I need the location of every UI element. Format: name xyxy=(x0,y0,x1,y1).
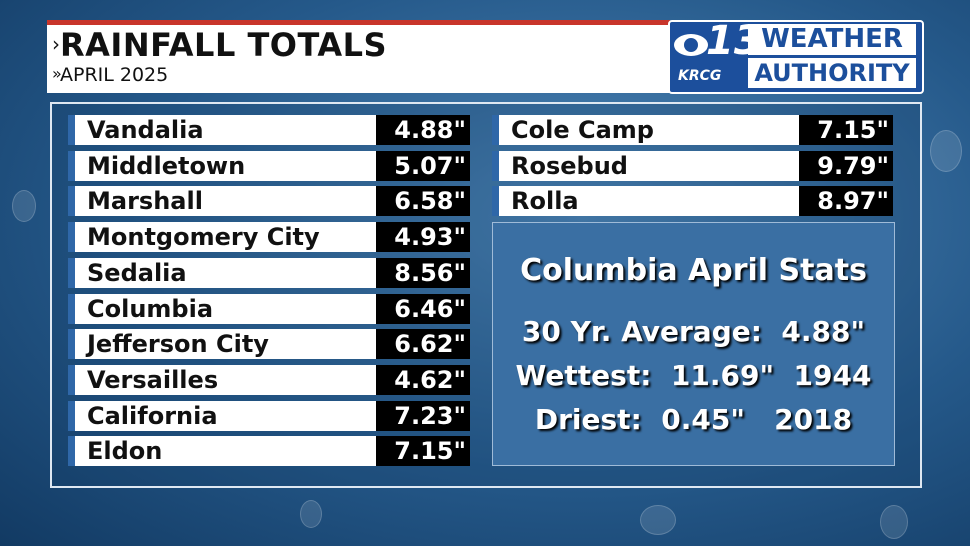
row-accent xyxy=(68,115,75,145)
rain-total: 4.93" xyxy=(376,222,470,253)
logo-authority: AUTHORITY xyxy=(748,58,916,88)
row-accent xyxy=(68,436,75,467)
city-name: Montgomery City xyxy=(87,223,320,252)
table-row: Versailles 4.62" xyxy=(68,364,470,395)
rain-total: 7.15" xyxy=(799,115,893,145)
cbs-eye-pupil xyxy=(684,38,698,52)
row-accent xyxy=(492,115,499,145)
row-accent xyxy=(68,257,75,288)
table-row: Rolla 8.97" xyxy=(492,186,893,217)
logo: 13 KRCG WEATHER AUTHORITY xyxy=(668,18,924,94)
rain-total: 9.79" xyxy=(799,150,893,181)
city-name: Versailles xyxy=(87,365,219,394)
table-row: Sedalia 8.56" xyxy=(68,257,470,288)
city-name: Eldon xyxy=(87,437,163,466)
rain-total: 8.97" xyxy=(799,186,893,217)
row-accent xyxy=(492,150,499,181)
rain-drop xyxy=(880,505,908,539)
rain-total: 6.46" xyxy=(376,293,470,324)
row-accent xyxy=(68,329,75,360)
city-name: Cole Camp xyxy=(511,116,654,144)
stats-line: Driest: 0.45" 2018 xyxy=(534,403,853,436)
station: KRCG xyxy=(678,68,722,84)
rain-total: 6.62" xyxy=(376,329,470,360)
row-accent xyxy=(68,150,75,181)
table-row: Eldon 7.15" xyxy=(68,436,470,467)
row-accent xyxy=(492,186,499,217)
city-name: Middletown xyxy=(87,151,246,180)
table-row: Rosebud 9.79" xyxy=(492,150,893,181)
logo-weather: WEATHER xyxy=(748,24,916,55)
table-row: Cole Camp 7.15" xyxy=(492,115,893,145)
city-name: Columbia xyxy=(87,294,214,323)
table-row: California 7.23" xyxy=(68,400,470,431)
stats-line: 30 Yr. Average: 4.88" xyxy=(521,315,866,348)
chevron: › xyxy=(52,32,60,56)
city-name: California xyxy=(87,401,218,430)
row-accent xyxy=(68,186,75,217)
header-bar xyxy=(47,20,670,93)
title: RAINFALL TOTALS xyxy=(60,26,388,64)
city-name: Rosebud xyxy=(511,151,628,180)
table-row: Columbia 6.46" xyxy=(68,293,470,324)
rain-total: 7.23" xyxy=(376,400,470,431)
row-accent xyxy=(68,400,75,431)
rain-drop xyxy=(930,130,962,172)
chevron: » xyxy=(52,64,62,83)
rain-drop xyxy=(12,190,36,222)
rain-total: 7.15" xyxy=(376,436,470,467)
rain-drop xyxy=(640,505,676,535)
stats-title: Columbia April Stats xyxy=(520,253,867,288)
rain-total: 8.56" xyxy=(376,257,470,288)
city-name: Jefferson City xyxy=(87,330,269,359)
table-row: Middletown 5.07" xyxy=(68,150,470,181)
row-accent xyxy=(68,293,75,324)
row-accent xyxy=(68,364,75,395)
rain-total: 4.62" xyxy=(376,364,470,395)
rain-drop xyxy=(300,500,322,528)
stats-line: Wettest: 11.69" 1944 xyxy=(515,359,872,392)
rain-total: 5.07" xyxy=(376,150,470,181)
table-row: Montgomery City 4.93" xyxy=(68,222,470,253)
row-accent xyxy=(68,222,75,253)
city-name: Rolla xyxy=(511,187,579,216)
city-name: Vandalia xyxy=(87,116,204,144)
table-row: Jefferson City 6.62" xyxy=(68,329,470,360)
stats-box: Columbia April Stats 30 Yr. Average: 4.8… xyxy=(492,222,895,466)
rain-total: 4.88" xyxy=(376,115,470,145)
city-name: Marshall xyxy=(87,187,203,216)
rain-total: 6.58" xyxy=(376,186,470,217)
table-row: Vandalia 4.88" xyxy=(68,115,470,145)
table-row: Marshall 6.58" xyxy=(68,186,470,217)
city-name: Sedalia xyxy=(87,258,187,287)
subtitle: APRIL 2025 xyxy=(60,64,169,86)
